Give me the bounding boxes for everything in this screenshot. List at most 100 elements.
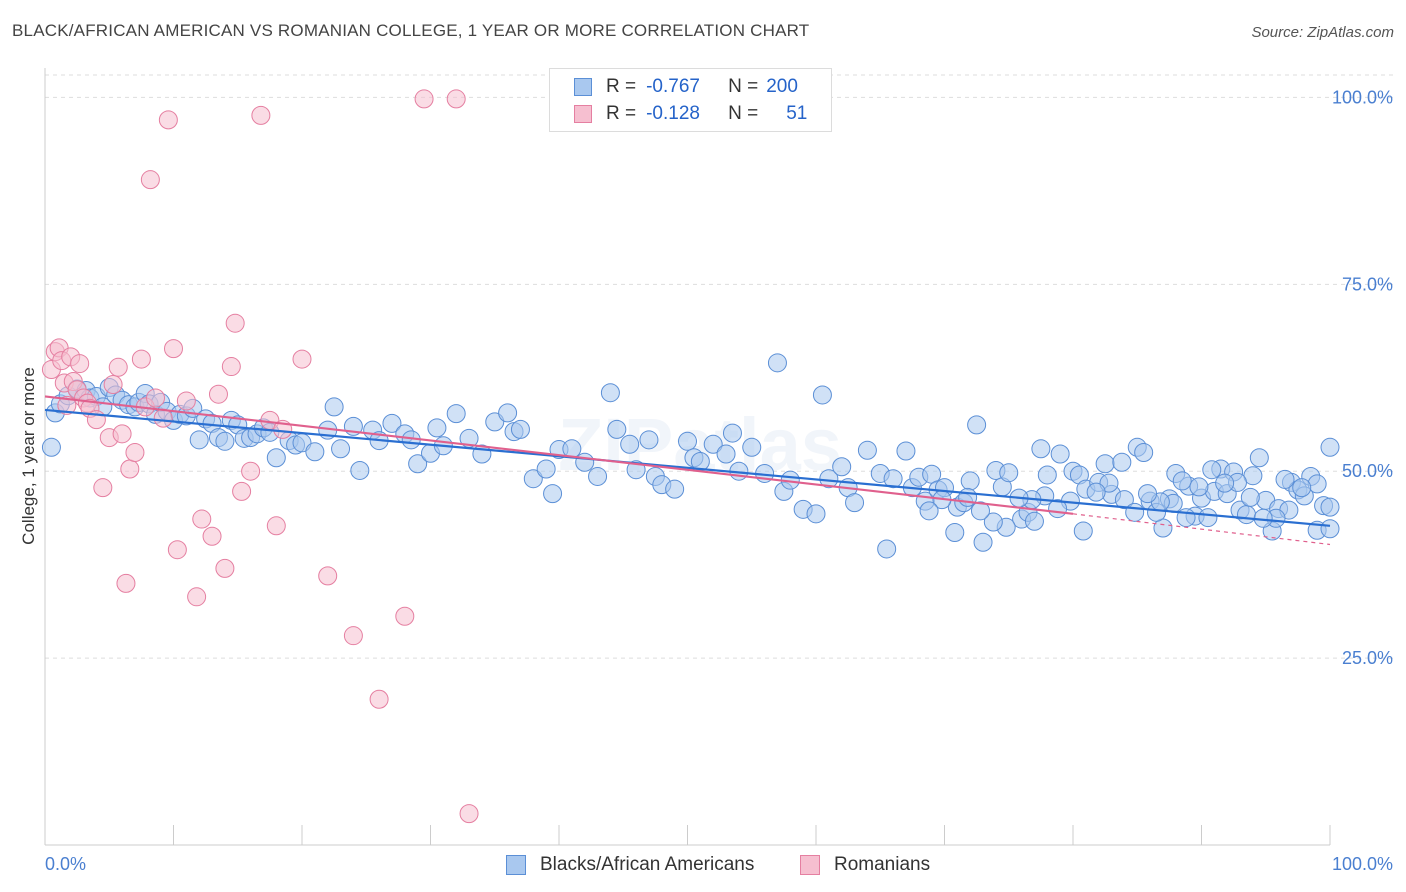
point-blacks (716, 444, 736, 464)
point-blacks (510, 419, 530, 439)
series-romanians-points (41, 89, 479, 824)
point-blacks (896, 441, 916, 461)
point-blacks (498, 403, 518, 423)
source-label: Source: ZipAtlas.com (1251, 24, 1394, 41)
point-blacks (1249, 448, 1269, 468)
axes (44, 68, 1331, 846)
point-romanians (140, 170, 160, 190)
y-tick-label: 25.0% (1342, 648, 1393, 668)
legend-r-label: R = (606, 76, 637, 97)
point-blacks (1114, 490, 1134, 510)
point-romanians (369, 689, 389, 709)
point-blacks (877, 539, 897, 559)
point-blacks (960, 471, 980, 491)
point-blacks (665, 479, 685, 499)
point-romanians (192, 509, 212, 529)
point-blacks (967, 415, 987, 435)
point-romanians (208, 384, 228, 404)
point-blacks (600, 383, 620, 403)
y-tick-label: 100.0% (1332, 87, 1393, 107)
point-blacks (742, 437, 762, 457)
legend-r-value: -0.767 (646, 76, 700, 97)
legend-swatch-blue (574, 78, 592, 96)
point-romanians (318, 566, 338, 586)
point-romanians (167, 540, 187, 560)
bottom-legend-swatch-pink (800, 855, 820, 875)
point-blacks (883, 469, 903, 489)
point-blacks (305, 442, 325, 462)
y-tick-label: 75.0% (1342, 274, 1393, 294)
bottom-legend-label: Romanians (834, 854, 931, 875)
trend-line-romanians (44, 395, 1074, 515)
point-blacks (919, 501, 939, 521)
point-blacks (1172, 471, 1192, 491)
bottom-legend-label: Blacks/African Americans (540, 854, 755, 875)
point-romanians (251, 105, 271, 125)
point-blacks (639, 430, 659, 450)
point-romanians (116, 573, 136, 593)
point-blacks (1292, 478, 1312, 498)
x-tick-labels: 0.0% 100.0% (45, 854, 1393, 874)
point-blacks (446, 404, 466, 424)
point-blacks (722, 423, 742, 443)
point-blacks (832, 457, 852, 477)
point-blacks (999, 463, 1019, 483)
point-blacks (1112, 452, 1132, 472)
trend-line-romanians-extension (1072, 513, 1331, 546)
point-romanians (158, 110, 178, 130)
point-blacks (408, 454, 428, 474)
point-blacks (1134, 443, 1154, 463)
point-romanians (164, 339, 183, 359)
chart-title: BLACK/AFRICAN AMERICAN VS ROMANIAN COLLE… (12, 21, 810, 40)
point-blacks (189, 430, 209, 450)
legend-n-value: 51 (786, 103, 808, 124)
point-romanians (57, 395, 77, 415)
point-blacks (970, 501, 990, 521)
point-romanians (215, 558, 235, 578)
point-blacks (1086, 482, 1106, 502)
point-romanians (241, 461, 261, 481)
point-blacks (1024, 511, 1044, 531)
point-blacks (350, 460, 370, 480)
bottom-legend-swatch-blue (506, 855, 526, 875)
point-romanians (266, 516, 286, 536)
point-blacks (620, 434, 640, 454)
legend-r-label: R = (606, 103, 637, 124)
point-blacks (1202, 460, 1222, 480)
point-blacks (1189, 477, 1209, 497)
series-blacks-points (41, 353, 1340, 559)
point-romanians (120, 459, 140, 479)
point-romanians (112, 424, 132, 444)
point-romanians (343, 626, 363, 646)
point-romanians (146, 388, 166, 408)
legend-n-value: 200 (766, 76, 798, 97)
point-blacks (427, 418, 447, 438)
point-blacks (215, 431, 235, 451)
legend-n-label: N = (728, 76, 759, 97)
bottom-legend-blacks: Blacks/African Americans (506, 852, 754, 878)
x-tick-label: 0.0% (45, 854, 86, 874)
point-blacks (536, 459, 556, 479)
point-romanians (176, 391, 196, 411)
point-blacks (806, 504, 826, 524)
point-romanians (446, 89, 466, 109)
point-blacks (523, 469, 543, 489)
point-blacks (41, 437, 61, 457)
legend-r-value: -0.128 (646, 103, 700, 124)
point-blacks (575, 452, 595, 472)
point-blacks (1320, 519, 1340, 539)
point-blacks (331, 439, 351, 459)
point-romanians (187, 587, 207, 607)
point-blacks (973, 532, 993, 552)
point-blacks (845, 493, 865, 513)
point-blacks (1320, 497, 1340, 517)
point-blacks (1320, 437, 1340, 457)
point-romanians (459, 804, 479, 824)
point-blacks (945, 523, 965, 543)
bottom-legend-romanians: Romanians (800, 852, 930, 878)
point-romanians (202, 526, 222, 546)
trend-line-blacks (44, 408, 1331, 527)
point-blacks (1050, 444, 1070, 464)
point-romanians (103, 374, 123, 394)
